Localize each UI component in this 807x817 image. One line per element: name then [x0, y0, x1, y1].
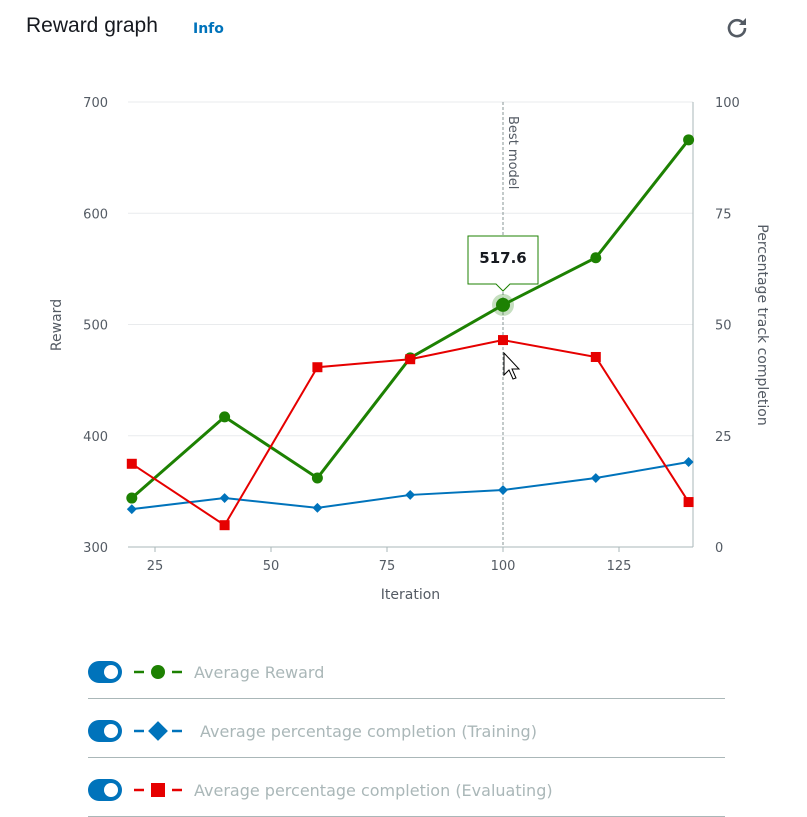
x-tick-label: 50 [263, 559, 280, 574]
data-point [590, 351, 601, 362]
data-point [219, 493, 230, 503]
series-line [131, 461, 689, 511]
legend: Average Reward Average percentage complet… [88, 640, 725, 817]
data-point [312, 362, 323, 373]
data-point [496, 297, 510, 312]
diamond-marker-icon [134, 721, 182, 741]
x-tick-label: 25 [147, 559, 164, 574]
y2-tick-label: 100 [715, 96, 740, 111]
best-model-label: Best model [505, 116, 520, 189]
info-link[interactable]: Info [193, 21, 224, 37]
data-point [405, 354, 416, 365]
data-point [590, 473, 601, 483]
circle-marker-icon [134, 665, 182, 679]
y2-tick-label: 25 [715, 430, 732, 445]
square-marker-icon [134, 783, 182, 797]
legend-label: Average percentage completion (Evaluatin… [194, 780, 553, 800]
data-point [126, 492, 138, 504]
data-point [683, 457, 694, 467]
legend-item: Average Reward [88, 640, 725, 699]
tooltip-box [467, 235, 539, 292]
cursor-icon [503, 351, 521, 380]
legend-item: Average percentage completion (Evaluatin… [88, 758, 725, 817]
series-line [130, 138, 690, 500]
data-point [498, 485, 508, 495]
y-tick-label: 700 [83, 96, 108, 111]
refresh-icon[interactable] [724, 14, 750, 40]
data-point [683, 134, 695, 146]
data-point [126, 504, 137, 515]
tooltip: 517.6 [467, 235, 539, 292]
data-point [219, 520, 230, 531]
legend-label: Average percentage completion (Training) [200, 721, 537, 741]
legend-item: Average percentage completion (Training) [88, 699, 725, 758]
y2-tick-label: 0 [715, 541, 723, 556]
x-tick-label: 125 [607, 559, 632, 574]
series-toggle[interactable] [88, 661, 122, 683]
y2-axis-label: Percentage track completion [754, 224, 770, 425]
y-axis-label: Reward [49, 299, 65, 351]
tooltip-value: 517.6 [479, 249, 526, 267]
data-point [498, 335, 508, 346]
legend-label: Average Reward [194, 662, 325, 682]
y2-tick-label: 50 [715, 319, 732, 334]
x-tick-label: 100 [491, 559, 516, 574]
y-tick-label: 300 [83, 541, 108, 556]
series-toggle[interactable] [88, 720, 122, 742]
page-title: Reward graph [26, 14, 158, 37]
data-point [405, 489, 416, 500]
data-point [126, 458, 137, 469]
x-tick-label: 75 [379, 559, 396, 574]
data-point [683, 497, 694, 508]
data-point [312, 502, 323, 513]
y2-tick-label: 75 [715, 207, 732, 222]
y-tick-label: 500 [83, 319, 108, 334]
reward-chart: 300 400 500 600 700 0 25 50 75 100 25 50 75 100 125 Ite… [49, 96, 770, 603]
data-point [219, 411, 231, 423]
data-point [590, 252, 602, 264]
x-axis-label: Iteration [381, 587, 440, 603]
series-toggle[interactable] [88, 779, 122, 801]
y-tick-label: 600 [83, 207, 108, 222]
y-tick-label: 400 [83, 430, 108, 445]
data-point [311, 472, 323, 484]
